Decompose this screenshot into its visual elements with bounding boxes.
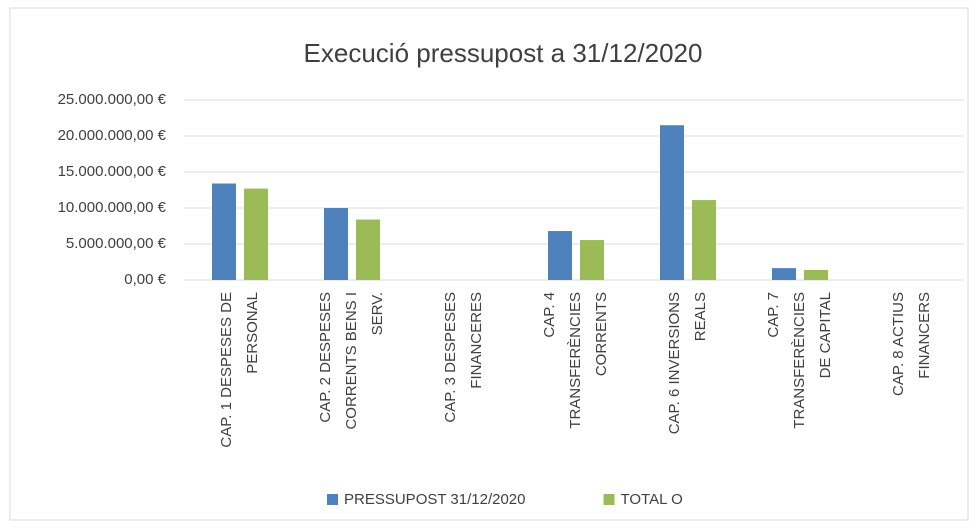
x-tick-label: TRANSFERÈNCIES xyxy=(791,292,808,429)
y-tick-label: 25.000.000,00 € xyxy=(58,91,167,108)
x-tick-label: CAP. 6 INVERSIONS xyxy=(666,292,683,434)
bar xyxy=(324,208,348,280)
bar xyxy=(548,231,572,280)
legend-swatch xyxy=(327,494,338,505)
bar xyxy=(580,240,604,280)
x-tick-label: CAP. 3 DESPESES xyxy=(442,292,459,423)
bar xyxy=(660,125,684,280)
y-tick-label: 10.000.000,00 € xyxy=(58,199,167,216)
x-tick-label: FINANCERES xyxy=(468,292,485,389)
legend-label: TOTAL O xyxy=(621,491,683,508)
y-tick-label: 15.000.000,00 € xyxy=(58,163,167,180)
x-tick-label: DE CAPITAL xyxy=(817,292,834,378)
x-tick-label: PERSONAL xyxy=(244,292,261,374)
x-tick-label: CAP. 1 DESPESES DE xyxy=(218,292,235,448)
x-tick-label: CAP. 4 xyxy=(541,292,558,338)
x-tick-label: CAP. 2 DESPESES xyxy=(317,292,334,423)
x-tick-label: TRANSFERÈNCIES xyxy=(567,292,584,429)
bar xyxy=(692,200,716,280)
legend-label: PRESSUPOST 31/12/2020 xyxy=(344,491,526,508)
x-tick-label: CORRENTS xyxy=(593,292,610,376)
x-tick-label: CAP. 7 xyxy=(765,292,782,338)
bar xyxy=(804,269,828,280)
bar xyxy=(244,188,268,280)
legend-swatch xyxy=(603,494,615,505)
bar xyxy=(356,219,380,280)
bar xyxy=(212,183,236,280)
chart-border xyxy=(9,7,969,521)
y-tick-label: 20.000.000,00 € xyxy=(58,127,167,144)
chart-title: Execució pressupost a 31/12/2020 xyxy=(304,38,703,68)
x-tick-label: FINANCERS xyxy=(916,292,933,379)
bar xyxy=(772,268,796,280)
x-tick-label: SERV. xyxy=(369,292,386,335)
y-tick-label: 0,00 € xyxy=(124,271,166,288)
x-tick-label: CORRENTS BENS I xyxy=(343,292,360,430)
x-tick-label: CAP. 8 ACTIUS xyxy=(890,292,907,396)
y-tick-label: 5.000.000,00 € xyxy=(66,235,167,252)
x-tick-label: REALS xyxy=(692,292,709,341)
